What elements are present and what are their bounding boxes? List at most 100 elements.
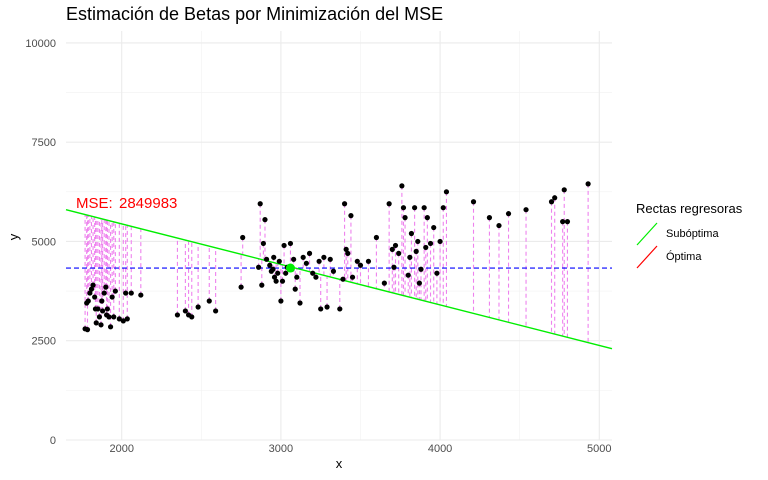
data-point [423, 244, 429, 251]
data-point [440, 205, 446, 211]
data-point [99, 298, 105, 304]
legend-key-optima [636, 245, 658, 269]
data-point [324, 304, 330, 310]
data-point [273, 278, 279, 284]
data-point [560, 219, 566, 225]
data-point [327, 256, 333, 262]
data-point [174, 312, 181, 318]
data-point [365, 258, 372, 264]
data-point [345, 250, 351, 256]
data-point [287, 240, 294, 247]
legend-label-optima: Óptima [666, 250, 702, 263]
data-point [400, 205, 407, 211]
y-tick-label: 5000 [32, 236, 56, 248]
y-tick-label: 7500 [32, 137, 56, 149]
data-point [281, 242, 287, 249]
data-point [93, 320, 99, 326]
data-point [271, 254, 277, 260]
data-point [262, 217, 268, 223]
data-point [548, 199, 555, 205]
data-point [523, 207, 529, 213]
data-point [340, 276, 346, 282]
data-point [343, 246, 349, 252]
data-point [98, 322, 104, 328]
data-point [413, 248, 419, 254]
data-point [399, 183, 405, 189]
data-point [257, 201, 263, 207]
data-point [260, 240, 266, 247]
data-point [88, 286, 95, 292]
data-point [128, 290, 134, 296]
data-point [306, 250, 313, 256]
data-point [415, 238, 421, 245]
data-point [87, 290, 93, 296]
data-point [103, 284, 109, 290]
data-point [106, 314, 112, 320]
data-point [256, 264, 262, 270]
data-point [313, 274, 319, 280]
data-point [116, 316, 122, 322]
data-point [434, 270, 440, 276]
data-point [276, 258, 282, 264]
data-point [373, 234, 380, 241]
data-point [341, 201, 348, 207]
data-point [392, 242, 399, 249]
data-point [412, 205, 418, 211]
data-point [381, 280, 387, 286]
data-point [424, 215, 430, 221]
x-tick-label: 5000 [587, 443, 611, 455]
legend-key-suboptima [636, 222, 658, 246]
x-axis-label: x [336, 456, 343, 471]
data-point [316, 258, 322, 264]
data-point [443, 189, 450, 195]
data-point [564, 219, 571, 225]
data-point [318, 306, 324, 312]
data-point [96, 314, 103, 320]
data-point [408, 230, 415, 237]
data-point [431, 224, 437, 231]
data-point [263, 256, 270, 262]
data-point [310, 270, 316, 276]
data-point [279, 278, 286, 284]
data-point [297, 300, 303, 306]
data-point [294, 274, 300, 280]
legend-title: Rectas regresoras [636, 201, 743, 216]
x-tick-label: 2000 [109, 443, 133, 455]
data-point [271, 274, 278, 280]
data-point [470, 199, 477, 205]
data-point [213, 308, 219, 314]
data-point [486, 215, 493, 221]
data-point [402, 215, 408, 221]
data-point [238, 284, 244, 290]
data-point [496, 222, 502, 229]
data-point [330, 268, 337, 274]
data-point [267, 262, 273, 268]
data-point [95, 306, 101, 312]
data-point [389, 246, 395, 252]
data-point [357, 262, 364, 268]
data-point [270, 266, 276, 272]
data-point [278, 298, 284, 304]
legend-label-suboptima: Subóptima [666, 228, 719, 240]
data-point [421, 205, 427, 211]
data-point [195, 304, 201, 310]
data-point [292, 286, 298, 292]
data-point [300, 254, 306, 260]
data-point [391, 264, 397, 270]
data-point [112, 288, 118, 294]
data-point [107, 324, 114, 330]
data-point [182, 308, 188, 314]
data-point [240, 234, 246, 241]
data-point [405, 272, 411, 278]
data-point [120, 318, 126, 324]
x-tick-label: 4000 [428, 443, 452, 455]
data-point [206, 298, 212, 304]
x-axis-ticks: 2000 3000 4000 5000 [109, 443, 611, 455]
chart-title: Estimación de Betas por Minimización del… [66, 4, 443, 24]
data-point [101, 290, 107, 296]
data-point [92, 294, 98, 300]
data-point [418, 266, 424, 272]
data-point [348, 213, 354, 219]
mse-annotation-label: MSE: [76, 195, 113, 212]
